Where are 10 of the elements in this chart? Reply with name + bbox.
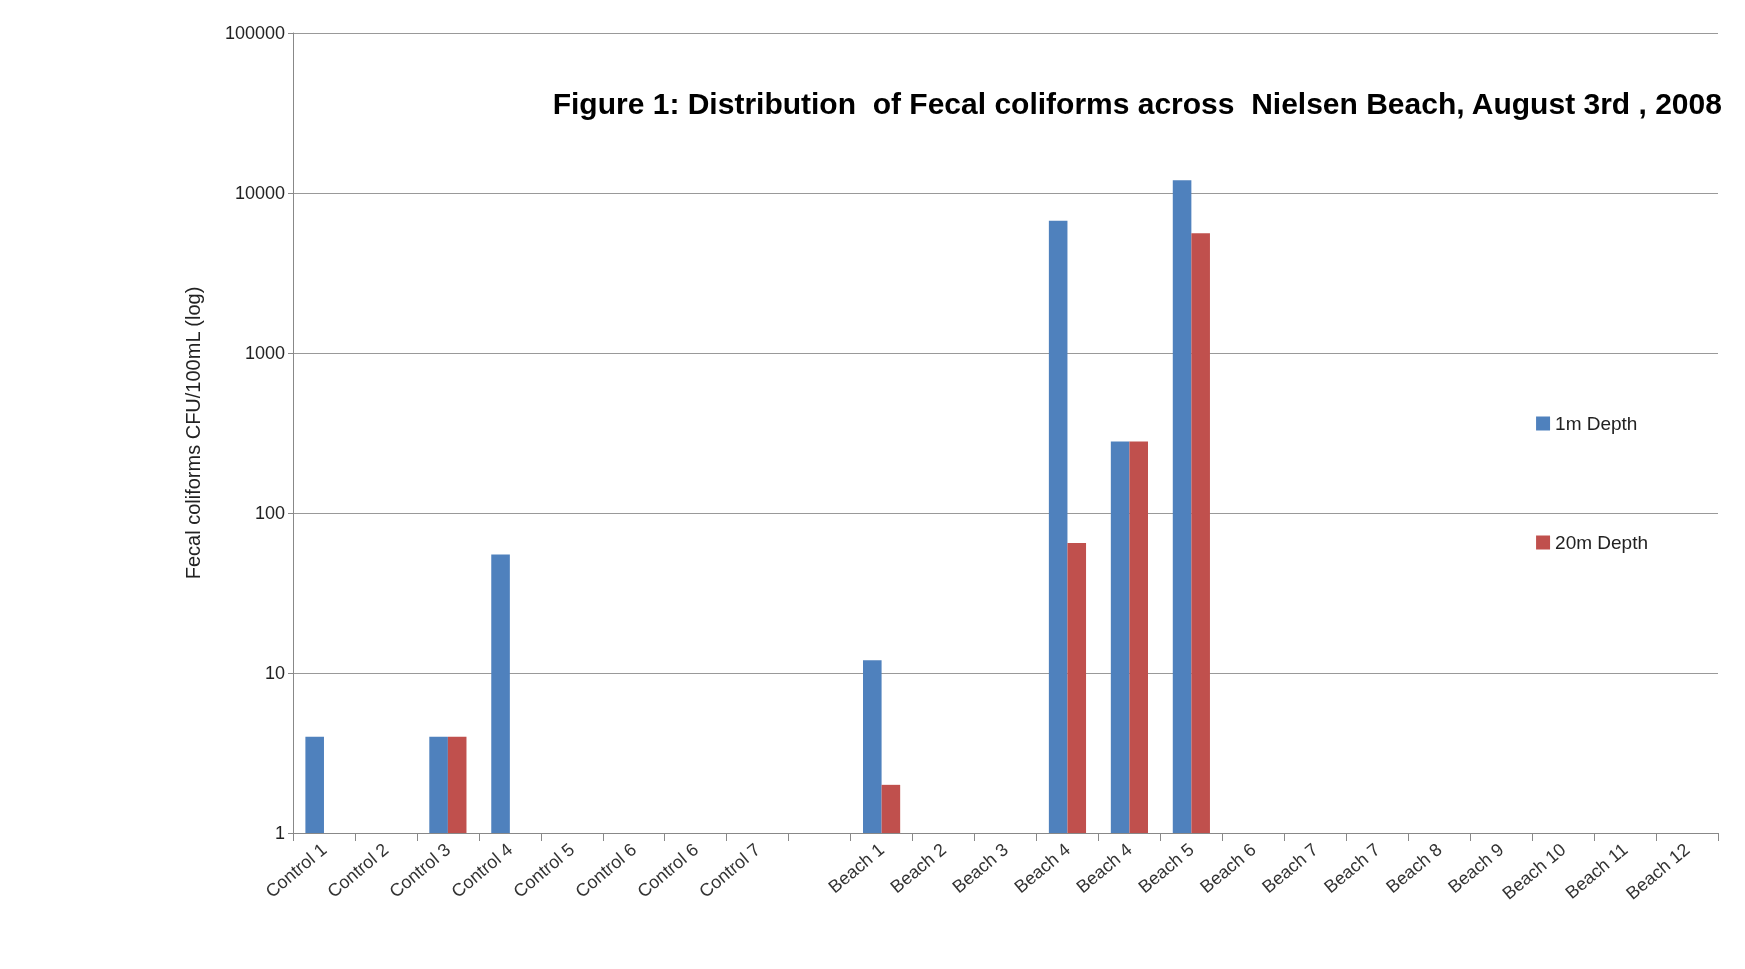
legend-label: 1m Depth [1555,413,1638,434]
y-tick-label: 100 [254,503,285,523]
legend-label: 20m Depth [1555,532,1649,553]
text: Figure 1: Distribution of Fecal coliforms across Nielsen Beach, August 3rd , 2008 [552,86,1722,120]
y-tick-label: 1 [274,823,285,843]
y-axis-title: Fecal coliforms CFU/100mL (log) [182,286,204,580]
y-tick-label: 10000 [234,183,285,203]
y-tick-label: 10 [264,663,285,683]
y-tick-label: 1000 [244,343,285,363]
y-tick-label: 100000 [224,23,285,43]
